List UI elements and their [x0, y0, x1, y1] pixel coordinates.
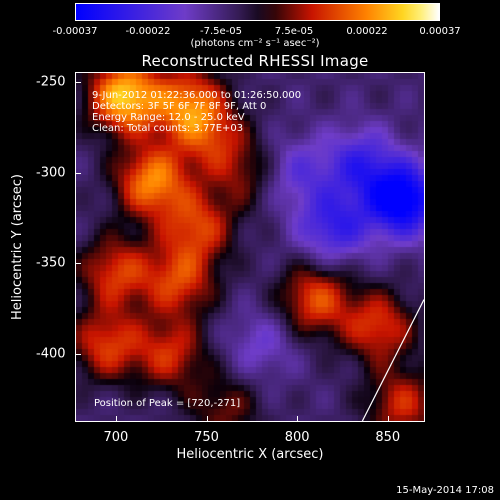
colorbar-tick-label: -0.00037 — [52, 26, 98, 37]
colorbar-unit: (photons cm⁻² s⁻¹ asec⁻²) — [190, 38, 320, 49]
colorbar-tick-label: -7.5e-05 — [200, 26, 242, 37]
y-tick-label: -300 — [36, 165, 66, 181]
y-tick-mark — [75, 172, 81, 174]
y-tick-label: -250 — [36, 74, 66, 90]
y-tick-label: -350 — [36, 255, 66, 271]
heatmap-image — [76, 73, 424, 421]
x-tick-label: 700 — [103, 430, 129, 445]
limb-overlay — [361, 299, 424, 421]
plot-area — [75, 72, 425, 422]
energy-range-text: Energy Range: 12.0 - 25.0 keV — [92, 112, 245, 123]
x-tick-label: 850 — [375, 430, 401, 445]
x-tick-mark — [115, 416, 117, 422]
detectors-text: Detectors: 3F 5F 6F 7F 8F 9F, Att 0 — [92, 101, 267, 112]
colorbar-tick-label: 0.00022 — [346, 26, 388, 37]
solar-limb-line — [361, 299, 424, 421]
time-range-text: 9-Jun-2012 01:22:36.000 to 01:26:50.000 — [92, 90, 302, 101]
x-tick-mark — [387, 416, 389, 422]
y-tick-mark — [75, 263, 81, 265]
y-axis-label: Heliocentric Y (arcsec) — [10, 174, 25, 320]
colorbar-tick-label: 7.5e-05 — [274, 26, 314, 37]
footer-timestamp: 15-May-2014 17:08 — [396, 485, 494, 496]
colorbar-tick-label: 0.00037 — [419, 26, 461, 37]
y-tick-label: -400 — [36, 346, 66, 362]
y-tick-mark — [75, 82, 81, 84]
clean-counts-text: Clean: Total counts: 3.77E+03 — [92, 123, 244, 134]
x-tick-mark — [206, 416, 208, 422]
y-tick-mark — [75, 353, 81, 355]
peak-position-text: Position of Peak = [720,-271] — [94, 398, 241, 409]
colorbar-tick-label: -0.00022 — [125, 26, 171, 37]
x-tick-label: 800 — [284, 430, 310, 445]
x-tick-label: 750 — [194, 430, 219, 445]
x-axis-label: Heliocentric X (arcsec) — [176, 447, 324, 462]
colorbar — [75, 3, 440, 21]
x-tick-mark — [297, 416, 299, 422]
chart-title: Reconstructed RHESSI Image — [141, 52, 369, 70]
